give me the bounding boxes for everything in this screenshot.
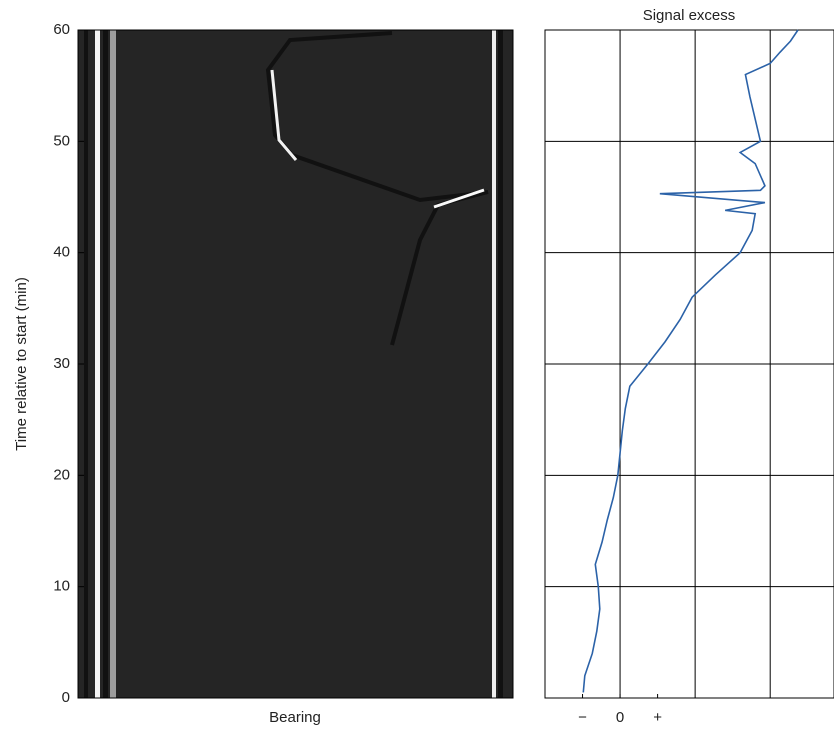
y-tick-label: 30	[53, 355, 70, 372]
x-axis-label: Bearing	[269, 709, 321, 726]
waterfall-image	[77, 29, 514, 699]
x-tick-label: 0	[616, 709, 624, 726]
y-tick-label: 40	[53, 244, 70, 261]
signal-line	[582, 29, 799, 693]
y-tick-label: 20	[53, 466, 70, 483]
x-tick-label: +	[653, 709, 662, 726]
y-tick-label: 50	[53, 132, 70, 149]
x-tick-label: −	[578, 709, 587, 726]
chart-title: Signal excess	[643, 7, 736, 24]
y-tick-label: 10	[53, 578, 70, 595]
y-tick-label: 0	[62, 689, 70, 706]
y-axis-label: Time relative to start (min)	[13, 277, 30, 451]
y-tick-label: 60	[53, 21, 70, 38]
